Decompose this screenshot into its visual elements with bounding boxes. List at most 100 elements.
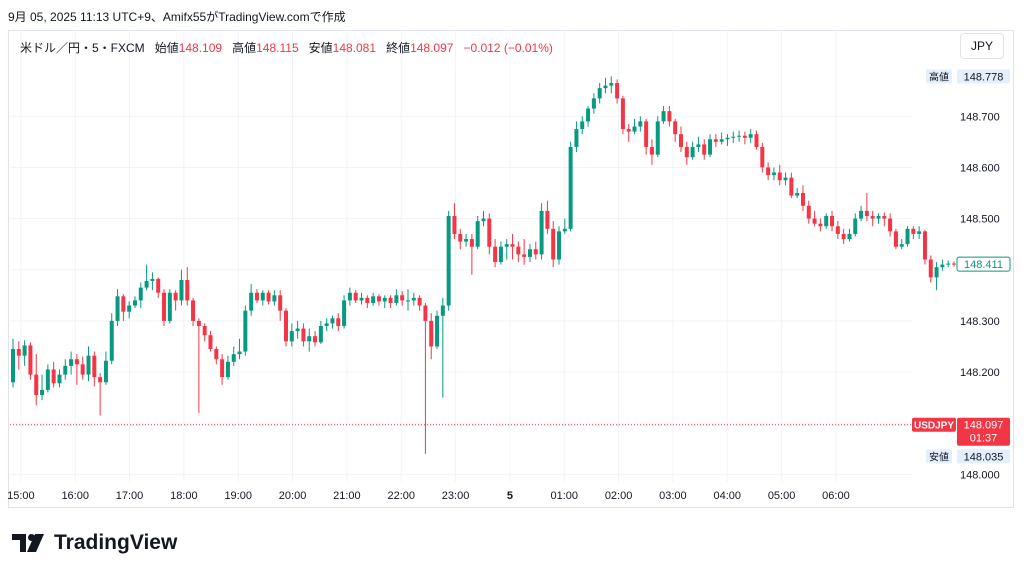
y-tick-label: 148.000 <box>960 469 1000 481</box>
candle-body <box>63 365 68 375</box>
close-value: 148.097 <box>410 41 454 55</box>
x-tick-label: 01:00 <box>550 490 578 502</box>
candle-body <box>405 300 410 302</box>
candle-body <box>557 231 562 260</box>
y-tick-label: 148.200 <box>960 367 1000 379</box>
candle-body <box>626 129 631 132</box>
candle-body <box>580 121 585 130</box>
candle-body <box>487 218 492 247</box>
candle-body <box>562 228 567 232</box>
candle-body <box>574 129 579 147</box>
candle-body <box>342 300 347 326</box>
open-label: 始値 <box>154 41 179 55</box>
low-tag-label-bg <box>926 449 952 464</box>
candle-body <box>121 296 126 312</box>
candle-body <box>301 328 306 342</box>
candle-body <box>458 233 463 242</box>
candle-body <box>446 216 451 306</box>
candle-body <box>731 136 736 138</box>
x-tick-label: 22:00 <box>387 490 415 502</box>
candle-body <box>388 297 393 303</box>
current-symbol-label: USDJPY <box>914 421 954 432</box>
candle-body <box>214 349 219 360</box>
candle-body <box>28 345 33 375</box>
candle-body <box>504 244 509 247</box>
y-tick-label: 148.700 <box>960 111 1000 123</box>
candle-body <box>818 223 823 227</box>
candle-body <box>208 335 213 350</box>
tradingview-logo[interactable]: TradingView <box>12 531 177 555</box>
candle-body <box>324 323 329 326</box>
candle-body <box>51 369 56 384</box>
candle-body <box>771 172 776 176</box>
candle-body <box>98 377 103 383</box>
x-tick-label: 06:00 <box>822 490 850 502</box>
candle-body <box>533 249 538 255</box>
brand-name: TradingView <box>54 531 178 554</box>
candle-body <box>266 292 271 302</box>
candle-body <box>696 144 701 147</box>
candle-body <box>57 374 62 384</box>
candle-body <box>551 228 556 260</box>
candle-body <box>22 345 27 356</box>
candle-body <box>952 263 956 265</box>
candle-body <box>411 297 416 301</box>
candle-body <box>278 295 283 311</box>
candle-body <box>394 295 399 303</box>
candle-body <box>597 88 602 99</box>
candle-body <box>516 246 521 255</box>
candle-body <box>225 361 230 378</box>
candle-body <box>934 267 939 278</box>
current-symbol-bg <box>912 417 956 432</box>
candle-body <box>859 210 864 219</box>
candle-body <box>522 254 527 257</box>
candle-body <box>841 233 846 240</box>
candle-body <box>812 218 817 224</box>
y-tick-label: 148.600 <box>960 162 1000 174</box>
candle-body <box>469 239 474 247</box>
candle-body <box>289 331 294 342</box>
candle-body <box>893 231 898 247</box>
last-tag-value: 148.411 <box>964 259 1003 271</box>
symbol-label[interactable]: 米ドル／円・5・FXCM <box>20 41 145 55</box>
candle-body <box>766 167 771 176</box>
candle-body <box>475 221 480 247</box>
candle-body <box>382 297 387 302</box>
currency-button[interactable]: JPY <box>960 33 1004 59</box>
x-tick-label: 17:00 <box>116 490 144 502</box>
candle-body <box>690 146 695 158</box>
candle-body <box>835 226 840 234</box>
candle-body <box>620 98 625 130</box>
candle-body <box>191 300 196 321</box>
candle-body <box>713 139 718 142</box>
candle-body <box>40 389 45 396</box>
candle-body <box>138 287 143 301</box>
candle-body <box>231 354 236 362</box>
candlestick-chart[interactable]: 148.700 148.600 148.500 148.300 148.200 148.0… <box>0 0 1024 520</box>
candle-body <box>655 121 660 155</box>
candle-body <box>11 349 15 383</box>
candle-body <box>510 244 515 247</box>
candle-body <box>74 359 79 365</box>
candle-body <box>185 279 190 301</box>
candle-body <box>86 355 91 375</box>
candle-body <box>464 239 469 242</box>
candle-body <box>870 216 875 219</box>
candle-body <box>179 279 184 301</box>
candle-body <box>498 246 503 263</box>
x-tick-label: 23:00 <box>442 490 470 502</box>
candle-body <box>429 320 434 347</box>
candle-body <box>783 177 788 181</box>
low-value: 148.081 <box>332 41 377 55</box>
candle-body <box>882 216 887 219</box>
candle-body <box>864 210 869 217</box>
candle-body <box>347 292 352 301</box>
candle-body <box>527 249 532 257</box>
candle-body <box>888 218 893 232</box>
candle-body <box>272 295 277 302</box>
candle-body <box>684 146 689 158</box>
candle-body <box>603 85 608 89</box>
tradingview-logo-icon <box>12 534 44 552</box>
y-tick-label: 148.500 <box>960 214 1000 226</box>
current-price-bg <box>957 417 1010 446</box>
